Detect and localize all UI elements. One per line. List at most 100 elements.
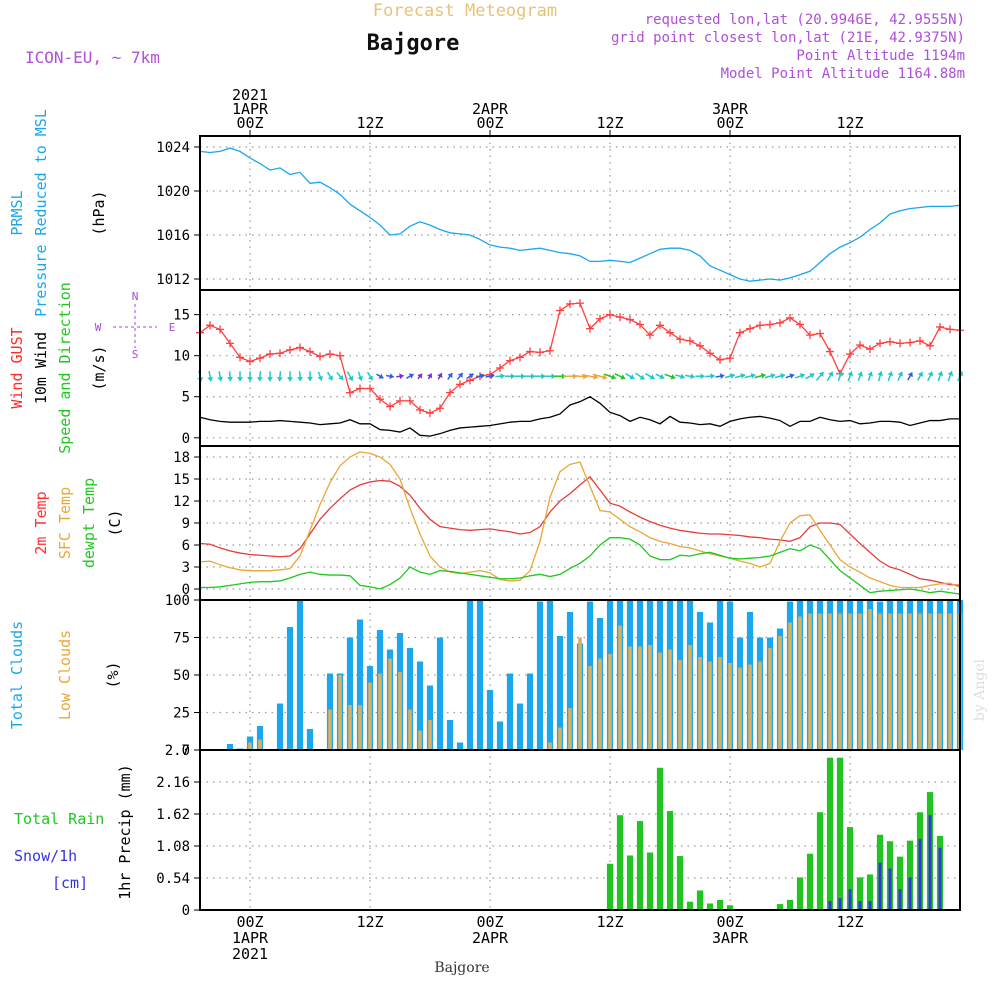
- wind-arrow-head: [927, 371, 934, 377]
- clouds-bar: [888, 613, 892, 750]
- y-tick-label: 12: [173, 494, 190, 510]
- wind-arrow: [267, 371, 273, 382]
- ylabel-temperature-1: SFC Temp: [56, 487, 74, 559]
- precip-bar: [826, 757, 834, 910]
- gust-marker: [736, 328, 744, 337]
- wind-arrow: [417, 373, 423, 380]
- wind-arrow: [317, 371, 324, 381]
- top-time-label: 00Z: [716, 114, 743, 132]
- precip-bar: [878, 862, 882, 910]
- y-tick-label: 15: [173, 472, 190, 488]
- wind-arrow: [734, 372, 746, 379]
- clouds-bar: [578, 637, 582, 750]
- clouds-bar: [638, 646, 642, 750]
- gust-marker: [376, 395, 384, 404]
- wind-arrow: [386, 373, 394, 380]
- gust-marker: [756, 321, 764, 330]
- gust-marker: [366, 384, 374, 393]
- gust-marker: [896, 339, 904, 348]
- wind-arrow-head: [327, 375, 333, 381]
- compass-w: W: [95, 321, 102, 334]
- precip-bar: [786, 899, 794, 910]
- wind-arrow: [505, 373, 515, 380]
- clouds-bar: [678, 660, 682, 750]
- clouds-bar: [456, 742, 464, 750]
- wind-arrow-head: [399, 373, 404, 380]
- clouds-bar: [758, 661, 762, 750]
- gust-marker: [246, 357, 254, 366]
- clouds-bar: [296, 600, 304, 750]
- gust-marker: [666, 328, 674, 337]
- clouds-bar: [368, 682, 372, 750]
- clouds-bar: [628, 646, 632, 750]
- wind-arrow: [475, 373, 485, 379]
- gust-marker: [726, 354, 734, 363]
- gust-marker: [286, 345, 294, 354]
- gust-marker: [356, 384, 364, 393]
- precip-bar: [696, 890, 704, 910]
- wind-arrow: [664, 373, 676, 380]
- clouds-bar: [658, 652, 662, 750]
- gust-marker: [336, 351, 344, 360]
- precip-bar: [706, 903, 714, 910]
- wind-arrow: [376, 373, 384, 379]
- y-tick-label: 25: [173, 706, 190, 722]
- wind-arrow-head: [847, 371, 854, 377]
- temperature-line-2m-temp: [199, 475, 961, 586]
- wind-arrow-head: [531, 373, 535, 380]
- y-tick-label: 1016: [156, 228, 190, 244]
- clouds-bar: [788, 622, 792, 750]
- clouds-bar: [738, 667, 742, 750]
- precip-bar: [838, 898, 842, 910]
- top-time-label: 12Z: [836, 114, 863, 132]
- panel-frame: [199, 749, 961, 911]
- gust-marker: [526, 347, 534, 356]
- temperature-line-dewpt-temp: [200, 537, 961, 595]
- gust-marker: [396, 396, 404, 405]
- y-tick-label: 10: [173, 349, 190, 365]
- wind-arrow: [625, 373, 635, 380]
- wind-arrow-head: [227, 376, 234, 382]
- clouds-bar: [446, 720, 454, 750]
- wind-arrow-head: [207, 376, 214, 382]
- wind-arrow: [227, 371, 234, 382]
- clouds-bar: [358, 705, 362, 750]
- wind-arrow-head: [907, 372, 913, 378]
- precip-bar: [858, 901, 862, 910]
- wind-arrow: [907, 371, 913, 381]
- clouds-bar: [548, 742, 552, 750]
- wind-arrow-head: [690, 373, 695, 380]
- wind-arrow-head: [740, 372, 746, 379]
- wind-arrow: [544, 373, 556, 380]
- clouds-bar: [898, 613, 902, 750]
- precip-bar: [906, 840, 914, 910]
- gust-marker: [626, 315, 634, 324]
- wind-arrow-head: [479, 373, 485, 379]
- ylabel-clouds-1: Low Clouds: [56, 630, 74, 720]
- gust-marker: [606, 310, 614, 319]
- clouds-bar: [356, 619, 364, 750]
- bottom-time-label: 1APR: [232, 929, 269, 947]
- ylabel-temperature-2: dewpt Temp: [80, 478, 98, 568]
- y-tick-label: 9: [182, 516, 190, 532]
- bottom-time-label: 00Z: [476, 913, 503, 931]
- clouds-bar: [858, 613, 862, 750]
- gust-marker: [266, 350, 274, 359]
- wind-arrow-head: [947, 371, 954, 377]
- wind-arrow: [937, 371, 944, 382]
- wind-arrow-head: [730, 373, 735, 379]
- wind-arrow: [754, 372, 766, 379]
- precip-label-rain: Total Rain: [14, 810, 104, 828]
- wind-arrow: [357, 371, 364, 381]
- bottom-time-label: 00Z: [236, 913, 263, 931]
- bottom-time-label: 12Z: [596, 913, 623, 931]
- gust-marker: [556, 306, 564, 315]
- ylabel-wind-0: Wind GUST: [8, 327, 26, 408]
- wind-arrow: [396, 373, 404, 380]
- clouds-bar: [698, 657, 702, 750]
- gust-marker: [816, 329, 824, 338]
- clouds-bar: [908, 613, 912, 750]
- clouds-bar: [668, 649, 672, 750]
- clouds-bar: [848, 613, 852, 750]
- wind-arrow: [826, 371, 834, 382]
